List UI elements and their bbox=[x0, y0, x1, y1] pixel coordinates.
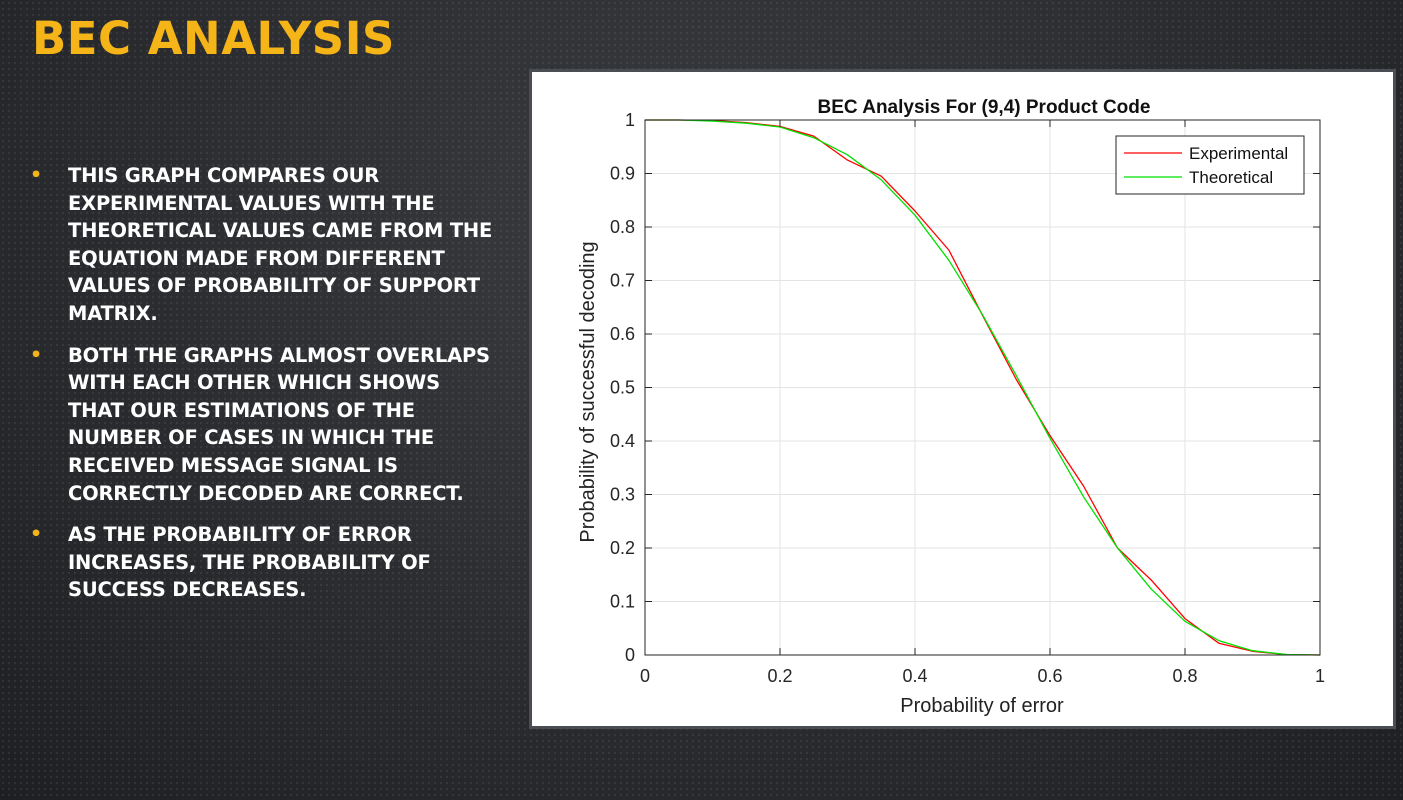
y-axis-label: Probability of successful decoding bbox=[577, 241, 599, 542]
legend-box bbox=[1115, 135, 1305, 195]
x-tick-label: 0 bbox=[640, 666, 650, 686]
y-tick-label: 0.9 bbox=[610, 164, 635, 184]
series-line-theoretical bbox=[645, 119, 1321, 656]
chart-legend: Experimental Theoretical bbox=[1115, 135, 1305, 195]
slide-title: BEC ANALYSIS bbox=[32, 12, 395, 65]
x-tick-label: 0.6 bbox=[1037, 666, 1062, 686]
bullet-text: Both the graphs almost overlaps with eac… bbox=[68, 343, 490, 505]
y-tick-label: 0.2 bbox=[610, 538, 635, 558]
y-tick-label: 0.3 bbox=[610, 485, 635, 505]
x-tick-label: 0.2 bbox=[767, 666, 792, 686]
bec-chart: BEC Analysis For (9,4) Product Code 0 0.2… bbox=[577, 97, 1325, 717]
x-axis-label: Probability of error bbox=[900, 695, 1064, 717]
chart-tick-labels: 0 0.2 0.4 0.6 0.8 1 0 0.1 0.2 0.3 0.4 0.5 0.6 0.7 0.8 0… bbox=[610, 110, 1325, 686]
y-tick-label: 0.7 bbox=[610, 271, 635, 291]
bullet-marker: • bbox=[30, 164, 42, 186]
y-tick-label: 0.1 bbox=[610, 592, 635, 612]
chart-grid bbox=[644, 119, 1321, 656]
legend-label: Experimental bbox=[1189, 144, 1288, 163]
x-tick-label: 0.4 bbox=[902, 666, 927, 686]
y-tick-label: 0.6 bbox=[610, 324, 635, 344]
chart-series bbox=[645, 119, 1321, 656]
bullet-item: • This graph compares our experimental va… bbox=[30, 162, 500, 328]
chart-panel: BEC Analysis For (9,4) Product Code 0 0.2… bbox=[529, 69, 1396, 729]
bullet-list: • This graph compares our experimental va… bbox=[30, 162, 500, 618]
bullet-text: As the probability of error increases, t… bbox=[68, 523, 431, 602]
y-tick-label: 0.8 bbox=[610, 217, 635, 237]
legend-label: Theoretical bbox=[1189, 168, 1273, 187]
bullet-marker: • bbox=[30, 523, 42, 546]
x-tick-label: 1 bbox=[1315, 666, 1325, 686]
chart-ticks bbox=[644, 119, 1321, 656]
x-tick-label: 0.8 bbox=[1172, 666, 1197, 686]
y-tick-label: 0.4 bbox=[610, 431, 635, 451]
bullet-marker: • bbox=[30, 343, 42, 366]
bullet-text: This graph compares our experimental val… bbox=[68, 164, 493, 325]
y-tick-label: 0.5 bbox=[610, 378, 635, 398]
y-tick-label: 0 bbox=[625, 645, 635, 665]
bullet-item: • As the probability of error increases, … bbox=[30, 521, 500, 604]
chart-title: BEC Analysis For (9,4) Product Code bbox=[818, 97, 1151, 118]
y-tick-label: 1 bbox=[625, 110, 635, 130]
bullet-item: • Both the graphs almost overlaps with ea… bbox=[30, 342, 500, 508]
